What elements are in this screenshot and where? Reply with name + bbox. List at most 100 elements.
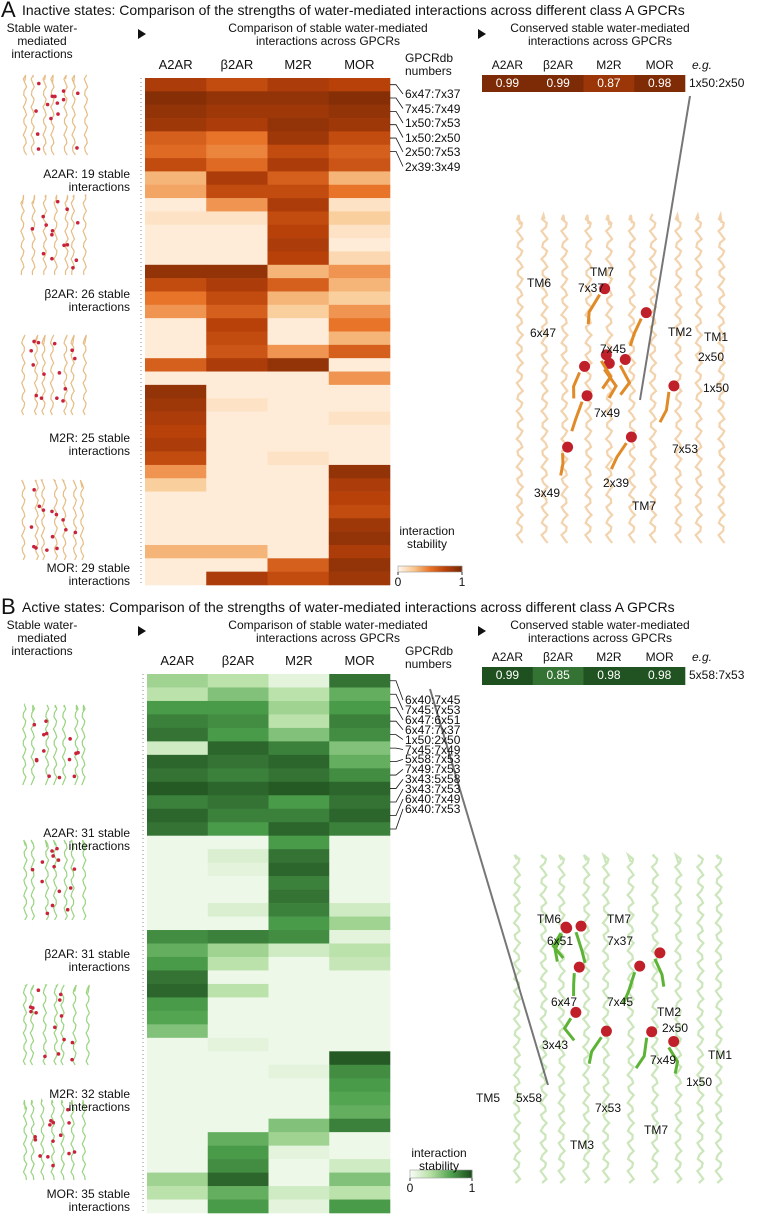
water-dot	[52, 341, 57, 346]
protein-cartoon	[81, 704, 86, 786]
water-dot	[33, 1134, 37, 1139]
water-dot	[74, 258, 79, 263]
heatmap-cell	[206, 558, 268, 572]
protein-cartoon	[53, 983, 59, 1066]
conserved-column: MOR	[645, 650, 674, 664]
colorbar-step	[414, 1170, 417, 1178]
colorbar-step	[445, 1170, 448, 1178]
structure-annotation: TM7	[644, 1123, 668, 1137]
water-dot	[75, 220, 80, 225]
heatmap-cell	[268, 970, 330, 985]
water-molecule	[654, 947, 666, 959]
protein-cartoon	[30, 839, 36, 921]
heatmap-cell	[145, 158, 207, 172]
protein-cartoon	[63, 74, 68, 156]
heatmap-cell	[268, 1091, 330, 1106]
leader-line	[390, 110, 404, 124]
protein-cartoon	[23, 839, 28, 921]
heatmap-cell	[328, 91, 391, 105]
heatmap-cell	[207, 943, 269, 958]
colorbar-step	[409, 566, 412, 572]
protein-cartoon	[63, 839, 68, 921]
heatmap-cell	[329, 862, 391, 877]
water-molecule	[599, 283, 611, 295]
water-dot	[34, 546, 38, 550]
colorbar-step	[430, 566, 432, 572]
colorbar-step	[418, 566, 421, 572]
heatmap-cell	[268, 674, 330, 688]
water-dot	[50, 232, 54, 237]
heatmap-cell	[206, 291, 268, 306]
residue-stick	[572, 973, 576, 997]
heatmap-cell	[207, 862, 269, 877]
heatmap-cell	[329, 1051, 391, 1066]
heatmap-cell	[206, 518, 268, 532]
protein-ribbon	[581, 854, 591, 1184]
protein-cartoon	[40, 1098, 45, 1181]
heatmap-cell	[145, 278, 207, 292]
colorbar-step	[438, 566, 440, 572]
heatmap-cell	[267, 304, 330, 319]
heatmap-cell	[267, 411, 330, 426]
heatmap-cell	[206, 318, 268, 332]
heatmap-cell	[328, 238, 391, 252]
water-dot	[42, 749, 46, 753]
colorbar-step	[425, 566, 428, 572]
heatmap-cell	[147, 741, 209, 756]
water-dot	[68, 737, 72, 741]
row-label: 1x50:7x53	[405, 116, 461, 130]
heatmap-cell	[267, 504, 330, 519]
colorbar-step	[462, 1170, 465, 1178]
heatmap-cell	[328, 104, 391, 119]
water-dot	[61, 89, 66, 93]
conserved-column: A2AR	[491, 58, 524, 72]
heatmap-cell	[145, 91, 207, 105]
heatmap-cell	[147, 997, 209, 1012]
colorbar-step	[444, 566, 447, 572]
heatmap-cell	[145, 424, 207, 439]
protein-cartoon	[22, 702, 27, 786]
water-dot	[29, 1009, 33, 1014]
heatmap-cell	[147, 849, 209, 863]
heatmap-cell	[328, 304, 391, 319]
colorbar-step	[402, 566, 405, 572]
heatmap-cell	[328, 478, 391, 492]
water-dot	[34, 1010, 38, 1015]
protein-ribbon	[716, 210, 727, 544]
water-dot	[44, 731, 49, 736]
residue-stick	[553, 933, 564, 962]
water-dot	[33, 1137, 38, 1142]
heatmap-cell	[268, 768, 330, 783]
heatmap-cell	[329, 687, 391, 702]
heatmap-cell	[329, 849, 391, 863]
water-dot	[56, 858, 61, 862]
structure-label: M2R: 32 stable interactions	[49, 1087, 130, 1115]
heatmap-cell	[147, 1118, 209, 1133]
heatmap-cell	[268, 862, 330, 877]
heatmap-cell	[268, 956, 330, 971]
colorbar-step	[398, 566, 400, 572]
protein-cartoon	[60, 984, 65, 1066]
heatmap-cell	[267, 158, 330, 172]
heatmap-cell	[329, 1186, 391, 1200]
conserved-value: 0.98	[597, 668, 621, 682]
colorbar-step	[452, 566, 455, 572]
heatmap-cell	[328, 544, 391, 559]
structure-annotation: TM6	[527, 276, 551, 290]
colorbar-step	[447, 566, 450, 572]
water-dot	[58, 992, 63, 997]
heatmap-cell	[267, 531, 330, 546]
heatmap-cell	[267, 464, 330, 479]
colorbar-step	[422, 566, 424, 572]
heatmap-cell	[329, 1024, 391, 1039]
arrow-marker	[138, 626, 146, 636]
protein-cartoon	[30, 704, 36, 786]
conserved-value: 0.99	[546, 76, 570, 90]
colorbar-step	[431, 1170, 434, 1178]
heatmap-cell	[268, 1132, 330, 1146]
structure-annotation: TM2	[657, 1005, 681, 1019]
heatmap-cell	[207, 1105, 269, 1119]
heatmap-cell	[329, 1172, 391, 1187]
residue-stick	[562, 1017, 576, 1042]
